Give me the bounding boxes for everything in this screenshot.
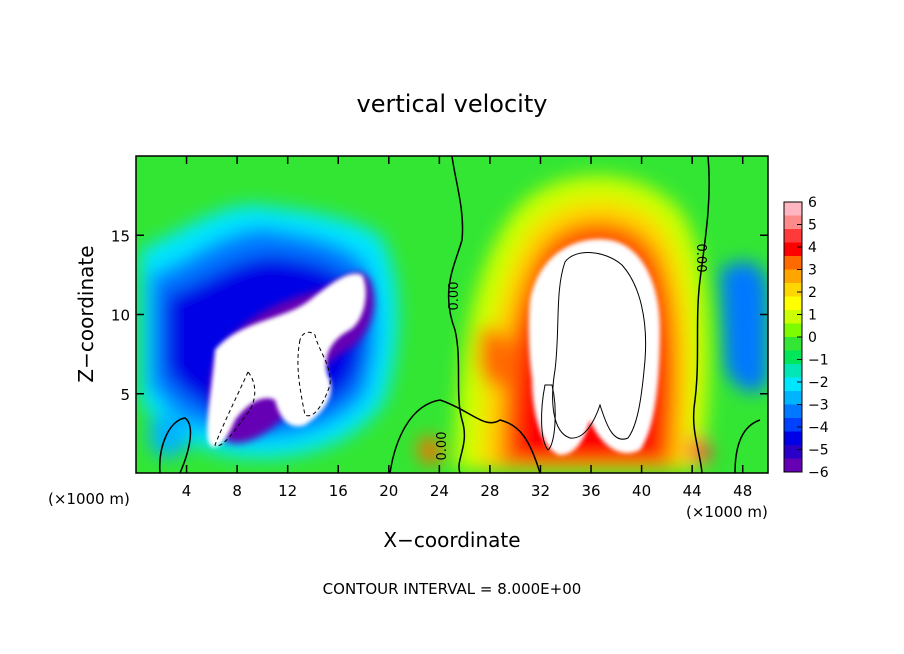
contour-lines: [159, 156, 761, 473]
colorbar-swatch: [784, 404, 802, 419]
colorbar-swatch: [784, 337, 802, 351]
colorbar-tick-label: 6: [808, 195, 817, 211]
x-tick-label: 36: [581, 482, 600, 500]
colorbar-tick-label: −2: [808, 375, 829, 391]
contour-lines-dashed: [214, 331, 331, 447]
x-tick-label: 4: [182, 482, 192, 500]
contour-label-group: 0.00 0.00 0.00: [435, 244, 708, 461]
colorbar-swatch: [784, 458, 802, 473]
x-unit-right: (×1000 m): [686, 503, 768, 521]
x-tick-label: 28: [480, 482, 499, 500]
colorbar-tick-label: 3: [808, 263, 817, 279]
contour-label: 0.00: [435, 432, 450, 461]
colorbar-tick-label: −3: [808, 398, 829, 414]
colorbar-swatch: [784, 215, 802, 230]
contour-interval-note: CONTOUR INTERVAL = 8.000E+00: [323, 580, 582, 598]
colorbar-swatch: [784, 310, 802, 324]
colorbar-swatch: [784, 269, 802, 284]
y-tick-label: 15: [111, 227, 130, 245]
colorbar-swatch: [784, 364, 802, 378]
chart-title: vertical velocity: [357, 90, 548, 118]
x-axis: 4 8 12 16 20 24 28 32 36 40 44 48: [182, 156, 752, 500]
colorbar-tick-label: −6: [808, 465, 829, 481]
colorbar-swatch: [784, 296, 802, 311]
colorbar-tick-label: 5: [808, 218, 817, 234]
colorbar-tick-label: 0: [808, 330, 817, 346]
colorbar-tick-label: −1: [808, 353, 829, 369]
colorbar-tick-label: −5: [808, 443, 829, 459]
colorbar-swatch: [784, 418, 802, 432]
y-axis: 5 10 15: [111, 227, 768, 404]
contour-label: 0.00: [447, 282, 462, 311]
colorbar: [784, 202, 802, 473]
colorbar-swatch: [784, 202, 802, 216]
y-tick-label: 5: [120, 386, 130, 404]
x-tick-label: 32: [531, 482, 550, 500]
colorbar-swatch: [784, 350, 802, 365]
colorbar-swatch: [784, 256, 802, 270]
heatmap-field: [136, 156, 768, 473]
x-axis-label: X−coordinate: [383, 528, 520, 552]
colorbar-tick-label: −4: [808, 420, 829, 436]
colorbar-swatch: [784, 242, 802, 257]
colorbar-swatch: [784, 323, 802, 338]
colorbar-swatch: [784, 283, 802, 297]
contour-lines-thin: [541, 252, 647, 451]
colorbar-ticks: 6 5 4 3 2 1 0 −1 −2 −3 −4 −5 −6: [797, 195, 829, 481]
x-tick-label: 24: [430, 482, 449, 500]
x-tick-label: 8: [232, 482, 242, 500]
colorbar-swatch: [784, 431, 802, 446]
colorbar-swatch: [784, 229, 802, 243]
colorbar-swatch: [784, 445, 802, 459]
contour-label: 0.00: [693, 244, 708, 273]
y-tick-label: 10: [111, 307, 130, 325]
colorbar-tick-label: 1: [808, 308, 817, 324]
colorbar-tick-label: 4: [808, 240, 817, 256]
colorbar-swatch: [784, 391, 802, 405]
x-unit-left: (×1000 m): [48, 490, 130, 508]
y-axis-label: Z−coordinate: [74, 245, 98, 382]
x-tick-label: 48: [733, 482, 752, 500]
x-tick-label: 16: [329, 482, 348, 500]
x-tick-label: 40: [632, 482, 651, 500]
x-tick-label: 12: [278, 482, 297, 500]
x-tick-label: 44: [683, 482, 702, 500]
colorbar-tick-label: 2: [808, 285, 817, 301]
colorbar-swatch: [784, 377, 802, 392]
x-tick-label: 20: [379, 482, 398, 500]
